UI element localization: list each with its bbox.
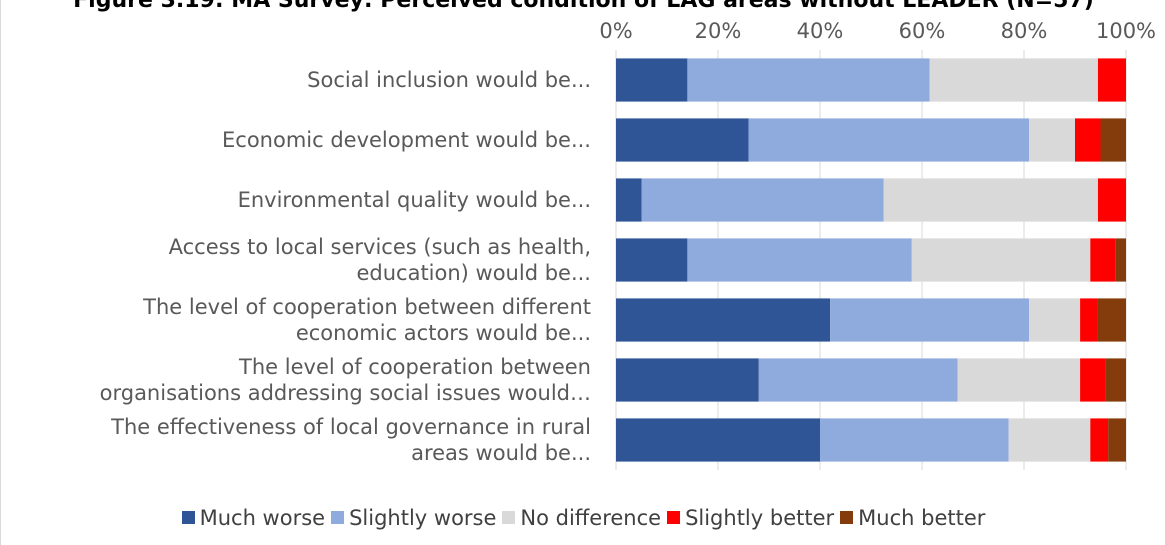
bar-segment (911, 238, 1091, 282)
bar-segment (616, 178, 642, 222)
bar-segment (616, 238, 688, 282)
legend-label: Slightly better (685, 505, 835, 530)
bar-segment (616, 418, 820, 462)
category-label: Social inclusion would be... (307, 68, 591, 92)
bar-segment (1105, 358, 1126, 402)
legend-label: No difference (520, 505, 662, 530)
bar-segment (616, 118, 749, 162)
chart-title: Figure 3.19: MA Survey: Perceived condit… (73, 0, 1094, 13)
bar-segment (1097, 58, 1126, 102)
bar-segment (1075, 118, 1101, 162)
bar-segment (1090, 238, 1116, 282)
bar-segment (758, 358, 958, 402)
category-label: Environmental quality would be... (238, 188, 591, 212)
legend-swatch (331, 511, 345, 524)
bar-segment (883, 178, 1098, 222)
x-tick-label: 0% (599, 19, 632, 43)
category-label: The level of cooperation between organisa… (100, 355, 591, 405)
bar-segment (641, 178, 884, 222)
bar-segment (616, 58, 688, 102)
legend-swatch (840, 511, 854, 524)
x-tick-label: 40% (797, 19, 844, 43)
bar-segment (1090, 418, 1109, 462)
bar-segment (1080, 358, 1106, 402)
x-tick-label: 20% (695, 19, 742, 43)
legend-item: Much better (840, 506, 985, 530)
bar-segment (929, 58, 1098, 102)
x-tick-label: 60% (899, 19, 946, 43)
bar-segment (1108, 418, 1126, 462)
legend-swatch (502, 511, 516, 524)
x-tick-label: 100% (1096, 19, 1156, 43)
bar-segment (1029, 298, 1081, 342)
bar-segment (1097, 298, 1126, 342)
legend-label: Much worse (199, 505, 326, 530)
category-label: Economic development would be... (222, 128, 591, 152)
legend-label: Slightly worse (349, 505, 497, 530)
bar-segment (830, 298, 1030, 342)
bar-segment (616, 298, 831, 342)
bar-segment (1029, 118, 1075, 162)
plot-area: 0% 20% 40% 60% 80% 100% Social inclusion would… (100, 19, 1156, 470)
bar-segment (1008, 418, 1091, 462)
legend: Much worse Slightly worse No difference Sli… (1, 505, 1165, 530)
category-label: The effectiveness of local governance in… (110, 415, 591, 465)
legend-swatch (667, 511, 681, 524)
bar-segment (687, 238, 912, 282)
legend-item: Much worse (181, 505, 326, 530)
legend-item: Slightly worse (331, 506, 496, 530)
category-label: Access to local services (such as health… (169, 235, 591, 285)
bar-segment (748, 118, 1030, 162)
bar-segment (687, 58, 930, 102)
bar-segment (1115, 238, 1126, 282)
x-tick-label: 80% (1001, 19, 1048, 43)
legend-item: No difference (502, 506, 661, 530)
category-label: The level of cooperation between differe… (142, 295, 591, 345)
legend-item: Slightly better (667, 506, 834, 530)
legend-label: Much better (858, 505, 986, 530)
bar-segment (1080, 298, 1098, 342)
bar-segment (820, 418, 1009, 462)
bar-segment (1100, 118, 1126, 162)
legend-swatch (181, 511, 195, 524)
bar-segment (957, 358, 1081, 402)
bar-segment (1097, 178, 1126, 222)
bar-segment (616, 358, 759, 402)
